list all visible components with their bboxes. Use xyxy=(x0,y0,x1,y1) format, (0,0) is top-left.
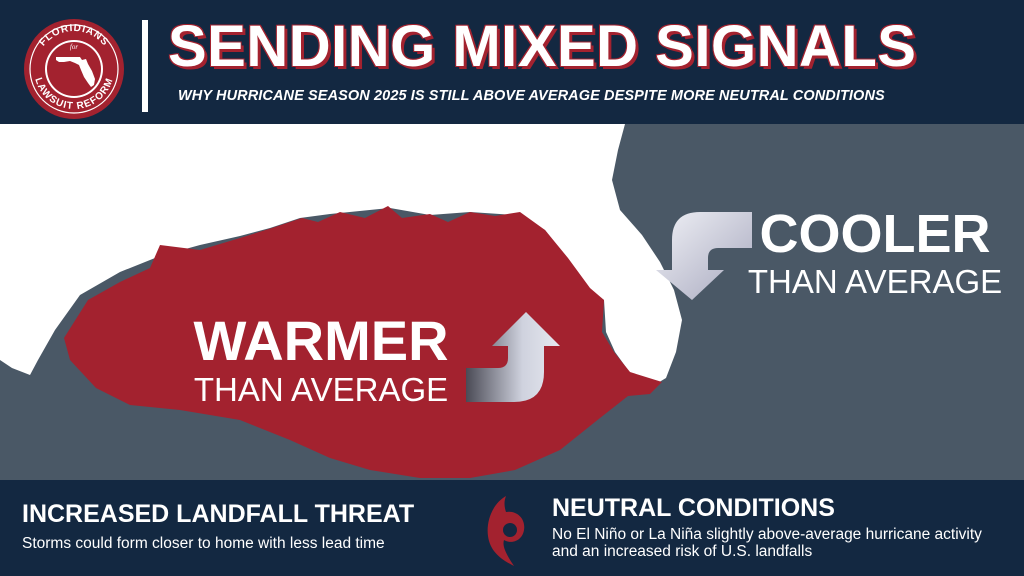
header-divider xyxy=(142,20,148,112)
cool-label: COOLER THAN AVERAGE xyxy=(740,206,1010,300)
warm-gulf-region xyxy=(64,206,662,478)
up-arrow-icon xyxy=(466,312,560,402)
header-banner xyxy=(0,0,1024,124)
page-subtitle: WHY HURRICANE SEASON 2025 IS STILL ABOVE… xyxy=(178,88,885,104)
logo-seal: FLORIDIANS LAWSUIT REFORM for xyxy=(24,19,124,119)
down-arrow-icon xyxy=(656,212,752,300)
hurricane-icon xyxy=(487,496,525,566)
neutral-conditions-title: NEUTRAL CONDITIONS xyxy=(552,494,835,522)
warm-label: WARMER THAN AVERAGE xyxy=(180,312,462,408)
cool-label-small: THAN AVERAGE xyxy=(747,263,1003,300)
landfall-threat-title: INCREASED LANDFALL THREAT xyxy=(22,500,415,528)
neutral-conditions-desc: No El Niño or La Niña slightly above-ave… xyxy=(552,526,982,560)
us-landmass xyxy=(0,124,682,390)
landfall-threat-desc: Storms could form closer to home with le… xyxy=(22,535,385,552)
logo-middle-text: for xyxy=(70,43,78,51)
florida-state-outline-icon xyxy=(56,57,95,87)
warm-label-small: THAN AVERAGE xyxy=(193,371,449,408)
cool-label-big: COOLER xyxy=(759,204,991,264)
warm-label-big: WARMER xyxy=(193,309,449,372)
page-title: SENDING MIXED SIGNALS xyxy=(168,14,917,79)
gulf-map xyxy=(0,124,1024,480)
